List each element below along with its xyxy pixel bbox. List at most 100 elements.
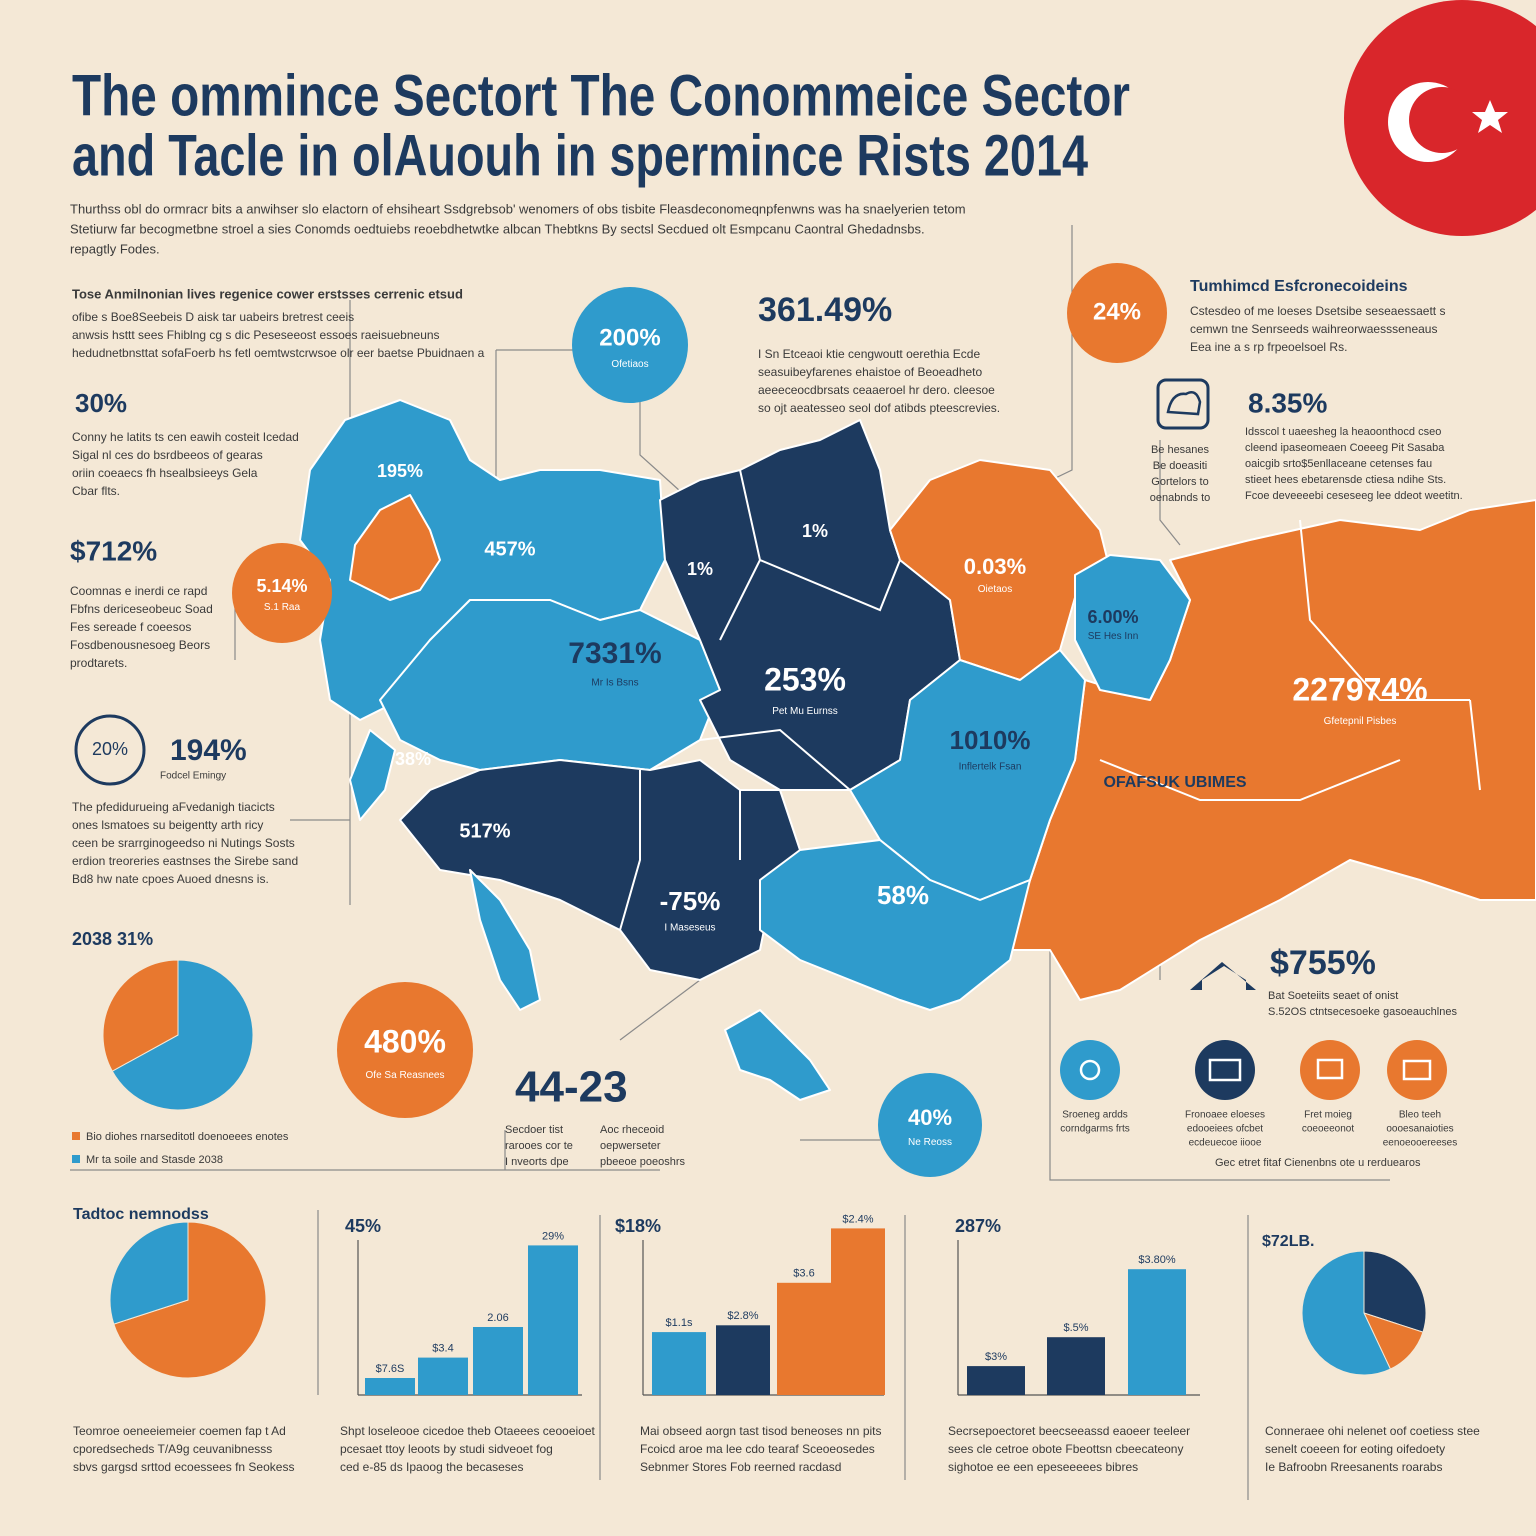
body-text: Sigal nl ces do bsrdbeeos of gearas bbox=[72, 448, 263, 462]
map-region bbox=[469, 869, 541, 1011]
body-text: Cbar flts. bbox=[72, 484, 120, 498]
circle-value: 200% bbox=[599, 324, 660, 351]
side-text: Be hesanes bbox=[1151, 444, 1210, 456]
body-text: anwsis hsttt sees Fhiblng cg s dic Peses… bbox=[72, 328, 440, 342]
map-caption: SE Hes Inn bbox=[1088, 631, 1139, 642]
bar-value-label: $3.80% bbox=[1138, 1254, 1176, 1266]
bar bbox=[652, 1332, 706, 1395]
circle-value: 480% bbox=[364, 1023, 446, 1059]
stat-value: 8.35% bbox=[1248, 387, 1327, 418]
body-text: Cstesdeo of me loeses Dsetsibe seseaessa… bbox=[1190, 304, 1445, 318]
map bbox=[299, 399, 1536, 1101]
pie-slice bbox=[102, 959, 179, 1072]
icon-map bbox=[1166, 391, 1202, 416]
circle-value: 40% bbox=[908, 1105, 952, 1130]
map-caption: I Maseseus bbox=[664, 922, 715, 933]
bar bbox=[528, 1245, 578, 1395]
map-label: 227974% bbox=[1292, 671, 1427, 707]
body-text: Bat Soeteiits seaet of onist bbox=[1268, 990, 1398, 1002]
stat-value: $755% bbox=[1270, 944, 1376, 982]
icon-glyph bbox=[1316, 1058, 1344, 1080]
chart-title: 287% bbox=[955, 1216, 1001, 1236]
bar-value-label: 2.06 bbox=[487, 1312, 508, 1324]
body-text: I Sn Etceaoi ktie cengwoutt oerethia Ecd… bbox=[758, 347, 980, 361]
icon-circle bbox=[1195, 1040, 1255, 1100]
chart-caption: Sebnmer Stores Fob reerned racdasd bbox=[640, 1460, 841, 1474]
leader bbox=[70, 1130, 660, 1171]
pie-slice bbox=[1301, 1250, 1392, 1376]
bar bbox=[716, 1325, 770, 1395]
map-label: 38% bbox=[395, 749, 431, 769]
body-text: S.52OS ctntsecesoeke gasoeauchlnes bbox=[1268, 1006, 1457, 1018]
icon-caption: edooeiees ofcbet bbox=[1187, 1124, 1263, 1135]
big-number: 44-23 bbox=[515, 1063, 628, 1112]
icon-house bbox=[1190, 962, 1256, 990]
bar bbox=[831, 1228, 885, 1395]
pie-slice bbox=[113, 1221, 267, 1379]
bar bbox=[365, 1378, 415, 1395]
circle-value: 24% bbox=[1093, 298, 1141, 325]
circles bbox=[74, 263, 1447, 1177]
section-heading: Tose Anmilnonian lives regenice cower er… bbox=[72, 286, 463, 301]
stat-circle bbox=[1067, 263, 1167, 363]
chart-caption: Teomroe oeneeiemeier coemen fap t Ad bbox=[73, 1424, 286, 1438]
map-region bbox=[349, 494, 441, 601]
body-text: The pfedidurueing aFvedanigh tiacicts bbox=[72, 800, 275, 814]
bar bbox=[967, 1366, 1025, 1395]
chart-caption: cporedsecheds T/A9g ceuvanibnesss bbox=[73, 1442, 272, 1456]
icon-circle bbox=[1060, 1040, 1120, 1100]
bar bbox=[777, 1282, 831, 1395]
body-text: aeeeceocdbrsats ceaaeroel hr dero. clees… bbox=[758, 383, 995, 397]
map-label: 0.03% bbox=[964, 554, 1026, 579]
circle-caption: Ne Reoss bbox=[908, 1137, 952, 1148]
stat-value: 361.49% bbox=[758, 291, 892, 329]
map-caption: Gfetepnil Pisbes bbox=[1324, 716, 1397, 727]
chart-caption: Fcoicd aroe ma lee cdo tearaf Sceoeosede… bbox=[640, 1442, 875, 1456]
bar bbox=[1047, 1337, 1105, 1395]
note-text: I nveorts dpe bbox=[505, 1156, 569, 1168]
intro-text: Stetiurw far becogmetbne stroel a sies C… bbox=[70, 221, 925, 236]
chart-caption: sighotoe ee een epeseeeees bibres bbox=[948, 1460, 1138, 1474]
map-label: 1% bbox=[802, 521, 828, 541]
leader bbox=[1159, 440, 1181, 546]
body-text: Idsscol t uaeesheg la heaoonthocd cseo bbox=[1245, 426, 1441, 438]
stat-circle bbox=[337, 982, 473, 1118]
section-heading: Tumhimcd Esfcronecoideins bbox=[1190, 278, 1408, 295]
map-label: 1% bbox=[687, 559, 713, 579]
body-text: so ojt aeatesseo seol dof atibds pteescr… bbox=[758, 401, 1000, 415]
pie-slice bbox=[111, 959, 254, 1111]
side-text: Be doeasiti bbox=[1153, 460, 1207, 472]
body-text: erdion treoreries eastnses the Sirebe sa… bbox=[72, 854, 298, 868]
icon-caption: corndgarms frts bbox=[1060, 1124, 1129, 1135]
body-text: Fcoe deveeeebi ceseseeg lee ddeot weetit… bbox=[1245, 490, 1463, 502]
icon-caption: eenoeooereeses bbox=[1383, 1138, 1458, 1149]
chart-caption: Secrsepoectoret beecseeassd eaoeer teele… bbox=[948, 1424, 1190, 1438]
chart-title: Tadtoc nemnodss bbox=[73, 1206, 209, 1223]
legend-entry: Mr ta soile and Stasde 2038 bbox=[86, 1154, 223, 1166]
bar-value-label: $3% bbox=[985, 1351, 1007, 1363]
icon-box bbox=[1156, 378, 1210, 430]
map-border bbox=[619, 469, 1481, 931]
leader bbox=[495, 349, 580, 480]
note-text: Aoc rheceoid bbox=[600, 1124, 664, 1136]
stat-circle bbox=[232, 543, 332, 643]
stat-circle bbox=[572, 287, 688, 403]
map-label: -75% bbox=[660, 886, 721, 916]
pie-title: 2038 31% bbox=[72, 929, 153, 949]
icon-caption: Sroeneg ardds bbox=[1062, 1110, 1128, 1121]
chart-caption: sbvs gargsd srttod ecoessees fn Seokess bbox=[73, 1460, 294, 1474]
bar-value-label: $1.1s bbox=[666, 1317, 693, 1329]
bar bbox=[418, 1357, 468, 1395]
leader bbox=[619, 979, 880, 1141]
map-caption: Mr Is Bsns bbox=[591, 678, 638, 689]
body-text: ceen be srarrginogeedso ni Nutings Sosts bbox=[72, 836, 295, 850]
chart-title: $72LB. bbox=[1262, 1233, 1314, 1250]
pie-slice bbox=[1363, 1250, 1427, 1333]
map-region bbox=[724, 1009, 831, 1101]
side-text: oenabnds to bbox=[1150, 492, 1211, 504]
body-text: oriin coeaecs fh hsealbsieeys Gela bbox=[72, 466, 258, 480]
side-text: Gortelors to bbox=[1151, 476, 1208, 488]
panel-divider bbox=[317, 1210, 1249, 1500]
